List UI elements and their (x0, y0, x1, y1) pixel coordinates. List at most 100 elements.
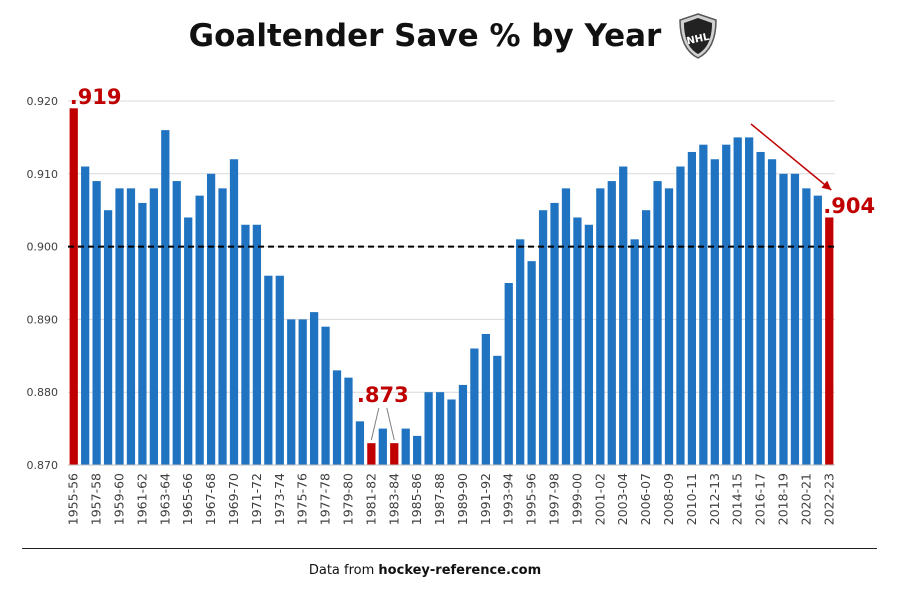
bar-1972-73 (264, 275, 273, 465)
bar-1987-88 (435, 392, 445, 465)
annotation-low-seasons: .873 (357, 383, 409, 407)
bar-2012-13 (710, 159, 719, 466)
source-prefix: Data from (308, 563, 379, 578)
bar-1961-62 (138, 202, 147, 466)
x-tick-label: 2020-21 (798, 473, 813, 525)
x-tick-label: 2006-07 (638, 473, 653, 525)
bar-1999-00 (573, 217, 582, 465)
x-tick-label: 1993-94 (501, 473, 516, 525)
bar-2007-08 (653, 181, 662, 465)
bar-1967-68 (206, 173, 216, 466)
bar-1964-65 (172, 181, 181, 465)
bar-1989-90 (458, 384, 468, 465)
bar-1963-64 (161, 130, 170, 465)
x-tick-label: 2016-17 (753, 473, 768, 525)
x-tick-label: 2001-02 (592, 473, 607, 525)
bar-2001-02 (596, 188, 605, 466)
y-tick-label: 0.910 (27, 168, 59, 181)
bar-1974-75 (287, 319, 296, 465)
bar-2000-01 (584, 224, 593, 465)
x-tick-label: 1967-68 (203, 473, 218, 525)
bar-1956-57 (81, 166, 90, 465)
bar-2005-06 (630, 239, 639, 465)
chart-title: Goaltender Save % by Year (188, 18, 662, 54)
x-tick-label: 1963-64 (157, 473, 172, 525)
x-tick-label: 1989-90 (455, 473, 470, 525)
bar-1993-94 (504, 283, 513, 465)
bar-1968-69 (218, 188, 227, 466)
x-tick-label: 1999-00 (569, 473, 584, 525)
x-tick-label: 1973-74 (272, 473, 287, 525)
bar-2006-07 (641, 210, 651, 465)
bar-1998-99 (561, 188, 571, 466)
bar-1992-93 (493, 355, 502, 465)
bar-1988-89 (447, 399, 456, 465)
bar-1966-67 (195, 195, 204, 465)
logo-text: NHL (686, 32, 712, 48)
bar-2009-10 (676, 166, 685, 465)
trend-arrow-head (821, 180, 832, 190)
bar-1982-83 (378, 428, 387, 465)
x-tick-label: 1997-98 (547, 473, 562, 525)
bar-1962-63 (149, 188, 158, 466)
x-tick-label: 2003-04 (615, 473, 630, 525)
x-tick-label: 1975-76 (295, 473, 310, 525)
bar-1983-84 (390, 443, 399, 465)
bar-1980-81 (355, 421, 365, 465)
bar-1976-77 (310, 312, 319, 465)
x-tick-label: 1979-80 (340, 473, 355, 525)
bar-2015-16 (745, 137, 754, 465)
bar-2008-09 (664, 188, 674, 466)
bar-2011-12 (699, 144, 708, 465)
bar-1978-79 (332, 370, 342, 465)
bar-1958-59 (103, 210, 113, 465)
y-tick-label: 0.880 (27, 386, 59, 399)
bar-1986-87 (424, 392, 433, 465)
bar-2016-17 (756, 151, 765, 465)
bar-1955-56 (69, 108, 78, 465)
x-tick-label: 1995-96 (524, 473, 539, 525)
bar-2010-11 (687, 151, 697, 465)
y-tick-label: 0.920 (27, 95, 59, 108)
bar-1971-72 (252, 224, 262, 465)
source-divider (22, 548, 877, 549)
bar-2017-18 (767, 159, 777, 466)
x-tick-label: 1987-88 (432, 473, 447, 525)
annotation-latest-season: .904 (823, 194, 875, 218)
x-tick-label: 2012-13 (707, 473, 722, 525)
bar-1975-76 (298, 319, 307, 465)
y-tick-label: 0.900 (27, 241, 59, 254)
y-tick-label: 0.870 (27, 459, 59, 472)
annotation-pointer-line (370, 407, 380, 441)
y-tick-label: 0.890 (27, 313, 59, 326)
bar-1991-92 (481, 333, 490, 465)
bar-1965-66 (184, 217, 193, 465)
annotation-pointer-line (386, 407, 395, 441)
x-tick-label: 1955-56 (66, 473, 81, 525)
bar-chart: 0.870 0.880 0.890 0.900 0.910 0.920 1955-56 195… (27, 85, 876, 525)
bar-1969-70 (229, 159, 239, 466)
trend-arrow (750, 123, 832, 191)
bar-1981-82 (367, 443, 376, 465)
x-tick-label: 1965-66 (180, 473, 195, 525)
x-tick-label: 2008-09 (661, 473, 676, 525)
x-tick-label: 1969-70 (226, 473, 241, 525)
x-tick-label: 2014-15 (730, 473, 745, 525)
x-tick-label: 1983-84 (386, 473, 401, 525)
bar-2021-22 (813, 195, 822, 465)
bar-2019-20 (790, 173, 800, 466)
bar-2018-19 (779, 173, 788, 466)
x-tick-label: 2022-23 (821, 473, 836, 525)
bar-1979-80 (344, 377, 353, 465)
bar-2002-03 (607, 181, 616, 465)
bar-1995-96 (527, 261, 536, 465)
bar-2013-14 (722, 144, 731, 465)
bar-2020-21 (802, 188, 811, 466)
source-site: hockey-reference.com (378, 563, 542, 578)
x-tick-label: 1971-72 (249, 473, 264, 525)
x-tick-label: 1977-78 (318, 473, 333, 525)
x-tick-label: 2010-11 (684, 473, 699, 525)
bar-1985-86 (413, 435, 422, 465)
bar-1990-91 (470, 348, 479, 465)
x-tick-label: 1961-62 (134, 473, 149, 525)
